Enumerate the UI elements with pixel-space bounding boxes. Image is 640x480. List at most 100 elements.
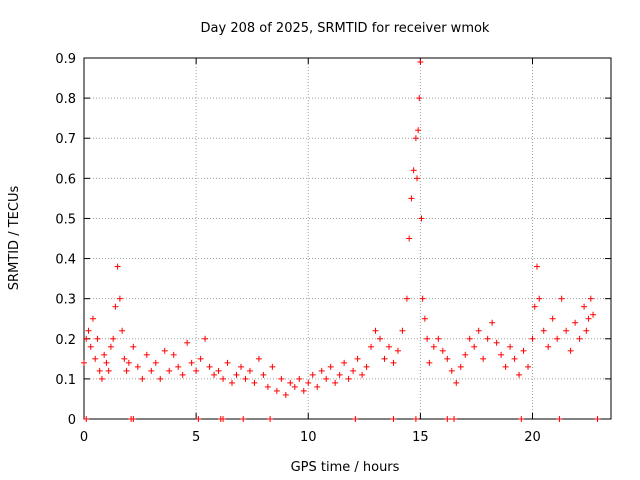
y-tick-label: 0.1 [55, 373, 76, 388]
data-point [462, 351, 469, 358]
data-point [453, 379, 460, 386]
data-point [502, 363, 509, 370]
x-tick-label: 15 [412, 430, 429, 445]
y-tick-label: 0.3 [55, 293, 76, 308]
data-point [92, 355, 99, 362]
data-point [314, 383, 321, 390]
data-point [352, 416, 359, 422]
data-point [410, 167, 417, 174]
data-point [300, 387, 307, 394]
data-point [233, 371, 240, 378]
data-point [567, 347, 574, 354]
data-point [408, 195, 415, 202]
y-tick-label: 0.6 [55, 172, 76, 187]
axis-ticks: 0 0.1 0.2 0.3 0.4 0.5 0.6 0.7 0.8 0.9 0 5 10 15 20 [55, 52, 611, 445]
data-point [152, 359, 159, 366]
data-points [81, 59, 601, 422]
data-point [403, 295, 410, 302]
data-point [269, 363, 276, 370]
data-point [576, 335, 583, 342]
data-point [590, 311, 597, 318]
data-point [368, 343, 375, 350]
data-point [119, 327, 126, 334]
data-point [444, 416, 451, 422]
data-point [493, 339, 500, 346]
x-tick-label: 0 [80, 430, 88, 445]
data-point [229, 379, 236, 386]
data-point [215, 367, 222, 374]
data-point [81, 359, 87, 366]
data-point [211, 371, 218, 378]
data-point [354, 355, 361, 362]
data-point [390, 416, 397, 422]
data-point [264, 383, 271, 390]
data-point [363, 363, 370, 370]
data-point [390, 359, 397, 366]
data-point [195, 416, 202, 422]
data-point [220, 375, 227, 382]
data-point [484, 335, 491, 342]
data-point [341, 359, 348, 366]
data-point [110, 335, 117, 342]
data-point [170, 351, 177, 358]
data-point [224, 359, 231, 366]
y-tick-label: 0.2 [55, 333, 76, 348]
x-tick-label: 5 [192, 430, 200, 445]
data-point [148, 367, 155, 374]
data-point [536, 295, 543, 302]
data-point [489, 319, 496, 326]
data-point [377, 335, 384, 342]
y-tick-label: 0.8 [55, 92, 76, 107]
data-point [242, 375, 249, 382]
data-point [105, 367, 112, 374]
data-point [471, 343, 478, 350]
data-point [332, 379, 339, 386]
data-point [457, 363, 464, 370]
y-tick-label: 0 [68, 413, 76, 428]
data-point [511, 355, 518, 362]
data-point [572, 319, 579, 326]
data-point [421, 315, 428, 322]
data-point [188, 359, 195, 366]
data-point [318, 367, 325, 374]
y-tick-label: 0.5 [55, 212, 76, 227]
data-point [107, 343, 114, 350]
data-point [359, 371, 366, 378]
data-point [545, 343, 552, 350]
data-point [184, 339, 191, 346]
data-point [345, 375, 352, 382]
data-point [419, 295, 426, 302]
data-point [309, 371, 316, 378]
data-point [267, 416, 274, 422]
data-point [498, 351, 505, 358]
data-point [415, 127, 422, 134]
data-point [125, 359, 132, 366]
data-point [255, 355, 262, 362]
y-tick-label: 0.9 [55, 52, 76, 67]
data-point [291, 383, 298, 390]
data-point [116, 295, 123, 302]
data-point [475, 327, 482, 334]
data-point [531, 303, 538, 310]
data-point [520, 347, 527, 354]
data-point [385, 343, 392, 350]
data-point [98, 375, 105, 382]
data-point [336, 371, 343, 378]
data-point [87, 343, 94, 350]
data-point [96, 367, 103, 374]
data-point [206, 363, 213, 370]
data-point [414, 175, 421, 182]
data-point [260, 371, 267, 378]
data-point [175, 363, 182, 370]
y-axis-label: SRMTID / TECUs [7, 186, 22, 291]
data-point [529, 335, 536, 342]
data-point [540, 327, 547, 334]
data-point [435, 335, 442, 342]
data-point [305, 379, 312, 386]
data-point [418, 215, 425, 222]
data-point [585, 315, 592, 322]
data-point [220, 416, 227, 422]
data-point [556, 416, 563, 422]
data-point [412, 416, 419, 422]
data-point [533, 263, 540, 270]
